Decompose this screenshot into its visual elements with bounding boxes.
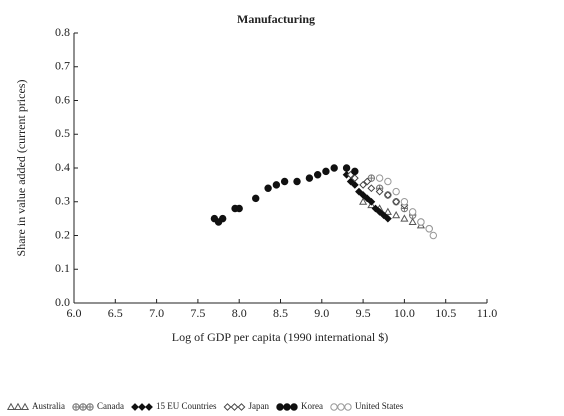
point — [342, 164, 351, 172]
point — [408, 217, 417, 226]
legend-label: Australia — [32, 401, 65, 411]
legend-marker — [344, 403, 352, 411]
y-tick-label: 0.1 — [55, 261, 70, 275]
legend-label: Japan — [249, 401, 270, 411]
y-tick-label: 0.4 — [55, 160, 70, 174]
point — [363, 194, 372, 203]
y-axis-label: Share in value added (current prices) — [14, 80, 28, 257]
point — [367, 184, 376, 193]
point — [425, 225, 433, 233]
point — [384, 177, 392, 186]
point — [280, 177, 289, 186]
x-tick-label: 8.5 — [273, 306, 288, 320]
point — [392, 197, 401, 206]
legend-marker — [223, 403, 232, 411]
point — [359, 191, 368, 199]
point — [375, 174, 384, 182]
point — [313, 171, 322, 179]
x-tick-label: 7.5 — [190, 306, 205, 320]
point — [322, 167, 330, 176]
point — [392, 211, 401, 219]
legend-marker — [13, 402, 23, 411]
point — [392, 187, 400, 196]
y-tick-label: 0.5 — [55, 126, 70, 140]
y-tick-label: 0.7 — [55, 59, 70, 73]
point — [383, 207, 392, 215]
y-tick-label: 0.6 — [55, 92, 70, 106]
point — [218, 214, 227, 223]
point — [350, 180, 359, 189]
x-tick-label: 6.0 — [67, 306, 82, 320]
x-tick-label: 8.0 — [232, 306, 247, 320]
y-tick-label: 0.0 — [55, 295, 70, 309]
legend-label: United States — [355, 401, 404, 411]
point — [293, 177, 301, 186]
legend-marker — [230, 403, 239, 411]
legend-label: Canada — [97, 401, 124, 411]
point — [305, 174, 314, 182]
point — [330, 164, 338, 172]
point — [363, 177, 372, 186]
point — [367, 197, 376, 206]
legend-marker — [276, 403, 284, 411]
x-tick-label: 11.0 — [477, 306, 498, 320]
legend-label: 15 EU Countries — [156, 401, 217, 411]
legend-marker — [290, 403, 298, 411]
y-tick-label: 0.2 — [55, 227, 70, 241]
x-tick-label: 10.0 — [394, 306, 415, 320]
point — [429, 231, 438, 240]
legend-marker — [337, 403, 345, 411]
legend-label: Korea — [301, 401, 323, 411]
x-tick-label: 9.5 — [356, 306, 371, 320]
legend-marker — [330, 403, 338, 411]
point — [346, 177, 355, 186]
point — [375, 187, 384, 196]
point — [400, 214, 409, 222]
point — [359, 197, 368, 205]
point — [408, 208, 417, 216]
legend-marker — [283, 403, 291, 411]
x-tick-label: 6.5 — [108, 306, 123, 320]
point — [235, 204, 243, 213]
x-tick-label: 9.0 — [314, 306, 329, 320]
point — [375, 207, 384, 216]
chart-title: Manufacturing — [237, 12, 315, 26]
point — [272, 181, 281, 189]
y-tick-label: 0.8 — [55, 25, 70, 39]
legend-marker — [20, 402, 30, 411]
legend-marker — [131, 403, 139, 411]
legend-marker — [145, 403, 153, 411]
legend-marker — [138, 403, 146, 411]
point — [264, 184, 272, 192]
legend-marker — [6, 402, 16, 411]
point — [367, 200, 376, 209]
point — [383, 214, 392, 223]
point — [383, 191, 392, 199]
point — [371, 204, 380, 213]
x-tick-label: 7.0 — [149, 306, 164, 320]
point — [252, 194, 260, 203]
x-tick-label: 10.5 — [435, 306, 456, 320]
legend-marker — [237, 403, 246, 411]
point — [351, 167, 359, 176]
y-tick-label: 0.3 — [55, 194, 70, 208]
point — [400, 198, 409, 206]
point — [359, 180, 368, 189]
point — [417, 218, 425, 226]
point — [379, 211, 388, 220]
point — [355, 187, 363, 196]
point — [350, 174, 359, 183]
x-axis-label: Log of GDP per capita (1990 internationa… — [172, 330, 389, 344]
